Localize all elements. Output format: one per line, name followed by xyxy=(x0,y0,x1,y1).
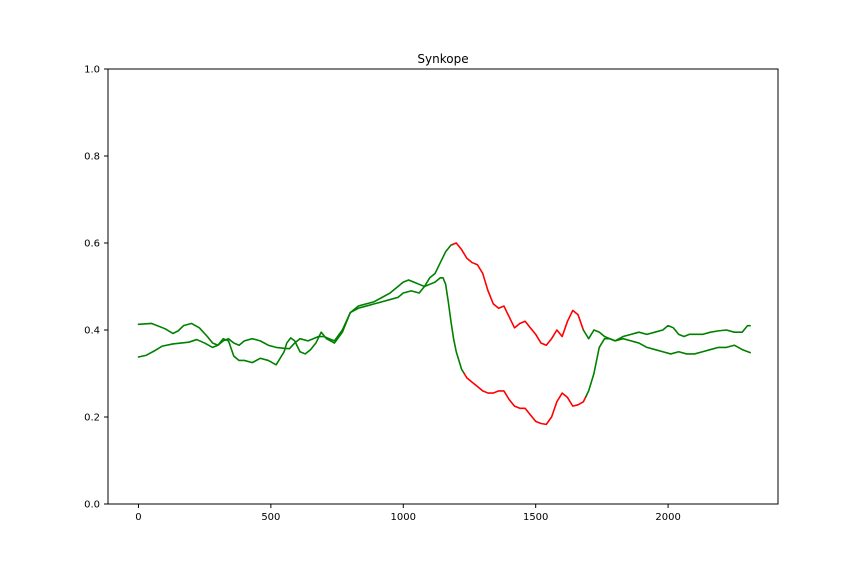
series-1-segment-3 xyxy=(582,324,751,342)
y-tick-label: 0.6 xyxy=(84,239,100,250)
y-tick-label: 0.0 xyxy=(84,500,100,511)
y-tick-label: 0.2 xyxy=(84,413,100,424)
plot-area xyxy=(137,242,751,426)
series-1-segment-2 xyxy=(451,242,585,347)
series-2-segment-1 xyxy=(137,277,465,375)
x-tick-label: 1500 xyxy=(523,512,548,523)
x-tick-label: 500 xyxy=(261,512,280,523)
axes-frame xyxy=(107,68,779,505)
x-axis: 0 500 1000 1500 2000 xyxy=(135,504,681,523)
y-tick-label: 1.0 xyxy=(84,65,100,76)
series-2-segment-3 xyxy=(585,337,751,398)
x-tick-label: 0 xyxy=(135,512,141,523)
x-tick-label: 1000 xyxy=(391,512,416,523)
y-tick-label: 0.4 xyxy=(84,326,100,337)
series-2-segment-2 xyxy=(463,372,587,426)
y-axis: 0.0 0.2 0.4 0.6 0.8 1.0 xyxy=(84,65,108,511)
x-tick-label: 2000 xyxy=(655,512,680,523)
series-1-segment-1 xyxy=(137,243,454,350)
chart-title: Synkope xyxy=(417,52,468,66)
y-tick-label: 0.8 xyxy=(84,152,100,163)
